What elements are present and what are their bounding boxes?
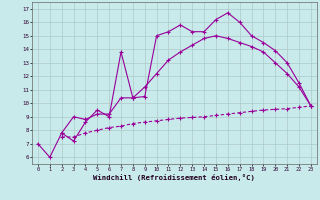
X-axis label: Windchill (Refroidissement éolien,°C): Windchill (Refroidissement éolien,°C) — [93, 174, 255, 181]
